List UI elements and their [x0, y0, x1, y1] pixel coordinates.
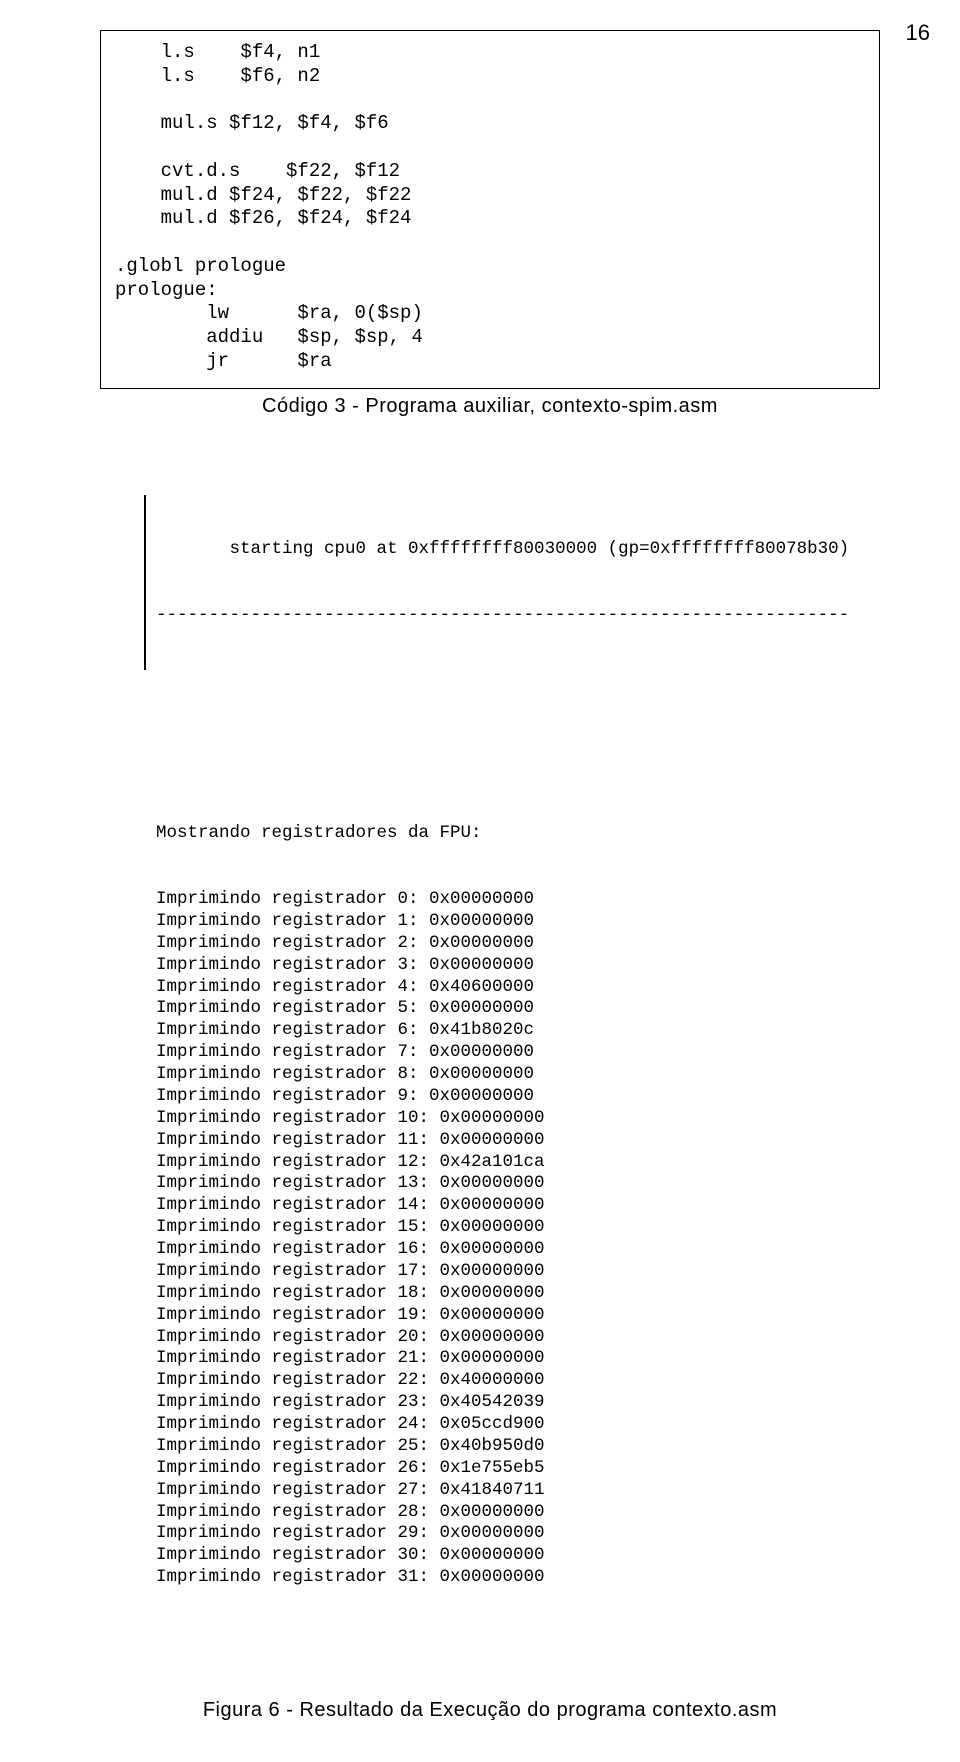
register-line: Imprimindo registrador 26: 0x1e755eb5 [156, 1458, 850, 1480]
register-line: Imprimindo registrador 5: 0x00000000 [156, 998, 850, 1020]
register-line: Imprimindo registrador 18: 0x00000000 [156, 1283, 850, 1305]
register-line: Imprimindo registrador 1: 0x00000000 [156, 911, 850, 933]
register-line: Imprimindo registrador 31: 0x00000000 [156, 1567, 850, 1589]
code-listing-box: l.s $f4, n1 l.s $f6, n2 mul.s $f12, $f4,… [100, 30, 880, 389]
terminal-heading: Mostrando registradores da FPU: [156, 823, 850, 845]
register-line: Imprimindo registrador 29: 0x00000000 [156, 1523, 850, 1545]
terminal-output: starting cpu0 at 0xffffffff80030000 (gp=… [130, 446, 850, 1683]
register-line: Imprimindo registrador 16: 0x00000000 [156, 1239, 850, 1261]
terminal-divider: ----------------------------------------… [156, 605, 850, 627]
register-line: Imprimindo registrador 0: 0x00000000 [156, 889, 850, 911]
code-caption: Código 3 - Programa auxiliar, contexto-s… [100, 395, 880, 418]
register-line: Imprimindo registrador 12: 0x42a101ca [156, 1152, 850, 1174]
register-line: Imprimindo registrador 30: 0x00000000 [156, 1545, 850, 1567]
document-page: 16 l.s $f4, n1 l.s $f6, n2 mul.s $f12, $… [0, 0, 960, 1762]
register-line: Imprimindo registrador 28: 0x00000000 [156, 1502, 850, 1524]
register-line: Imprimindo registrador 8: 0x00000000 [156, 1064, 850, 1086]
register-line: Imprimindo registrador 19: 0x00000000 [156, 1305, 850, 1327]
register-line: Imprimindo registrador 17: 0x00000000 [156, 1261, 850, 1283]
register-line: Imprimindo registrador 22: 0x40000000 [156, 1370, 850, 1392]
register-line: Imprimindo registrador 3: 0x00000000 [156, 955, 850, 977]
register-line: Imprimindo registrador 25: 0x40b950d0 [156, 1436, 850, 1458]
figure-caption: Figura 6 - Resultado da Execução do prog… [100, 1699, 880, 1722]
register-line: Imprimindo registrador 24: 0x05ccd900 [156, 1414, 850, 1436]
register-line: Imprimindo registrador 6: 0x41b8020c [156, 1020, 850, 1042]
register-line: Imprimindo registrador 7: 0x00000000 [156, 1042, 850, 1064]
register-line: Imprimindo registrador 11: 0x00000000 [156, 1130, 850, 1152]
register-line: Imprimindo registrador 13: 0x00000000 [156, 1173, 850, 1195]
register-line: Imprimindo registrador 21: 0x00000000 [156, 1348, 850, 1370]
register-line: Imprimindo registrador 15: 0x00000000 [156, 1217, 850, 1239]
register-line: Imprimindo registrador 9: 0x00000000 [156, 1086, 850, 1108]
page-number: 16 [906, 20, 930, 46]
register-line: Imprimindo registrador 4: 0x40600000 [156, 977, 850, 999]
register-line: Imprimindo registrador 14: 0x00000000 [156, 1195, 850, 1217]
register-line: Imprimindo registrador 20: 0x00000000 [156, 1327, 850, 1349]
register-line: Imprimindo registrador 10: 0x00000000 [156, 1108, 850, 1130]
register-line: Imprimindo registrador 23: 0x40542039 [156, 1392, 850, 1414]
register-line: Imprimindo registrador 2: 0x00000000 [156, 933, 850, 955]
terminal-start-line: starting cpu0 at 0xffffffff80030000 (gp=… [156, 539, 850, 561]
register-line: Imprimindo registrador 27: 0x41840711 [156, 1480, 850, 1502]
terminal-blank [156, 758, 850, 780]
terminal-output-figure: starting cpu0 at 0xffffffff80030000 (gp=… [130, 446, 850, 1683]
